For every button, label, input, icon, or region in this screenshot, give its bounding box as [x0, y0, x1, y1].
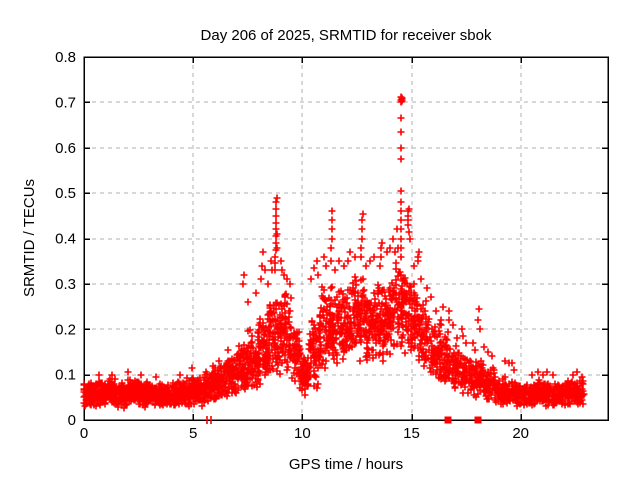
x-tick-label: 15 — [403, 425, 420, 442]
y-tick-label: 0.5 — [55, 185, 76, 202]
chart-title: Day 206 of 2025, SRMTID for receiver sbo… — [201, 27, 492, 44]
x-axis-label: GPS time / hours — [289, 456, 403, 473]
zero-bar-marker — [206, 416, 208, 424]
zero-value-markers — [206, 416, 482, 424]
zero-square-marker — [474, 416, 482, 424]
y-tick-label: 0.3 — [55, 276, 76, 293]
y-tick-label: 0.4 — [55, 231, 76, 248]
tick-labels: 0 5 10 15 20 0 0.1 0.2 0.3 0.4 0.5 0.6 0.7 0.8 — [55, 49, 529, 442]
y-tick-label: 0.2 — [55, 321, 76, 338]
y-tick-label: 0.7 — [55, 94, 76, 111]
data-points — [80, 93, 588, 412]
x-tick-label: 20 — [512, 425, 529, 442]
axis-ticks — [83, 56, 608, 421]
y-axis-label: SRMTID / TECUs — [21, 179, 38, 297]
plot-border — [83, 56, 609, 421]
y-tick-label: 0.1 — [55, 367, 76, 384]
grid-lines — [84, 57, 608, 420]
y-tick-label: 0.8 — [55, 49, 76, 66]
zero-bar-marker — [210, 416, 212, 424]
x-tick-label: 5 — [189, 425, 197, 442]
zero-square-marker — [444, 416, 452, 424]
y-tick-label: 0.6 — [55, 140, 76, 157]
y-tick-label: 0 — [68, 412, 76, 429]
x-tick-label: 10 — [294, 425, 311, 442]
x-tick-label: 0 — [80, 425, 88, 442]
